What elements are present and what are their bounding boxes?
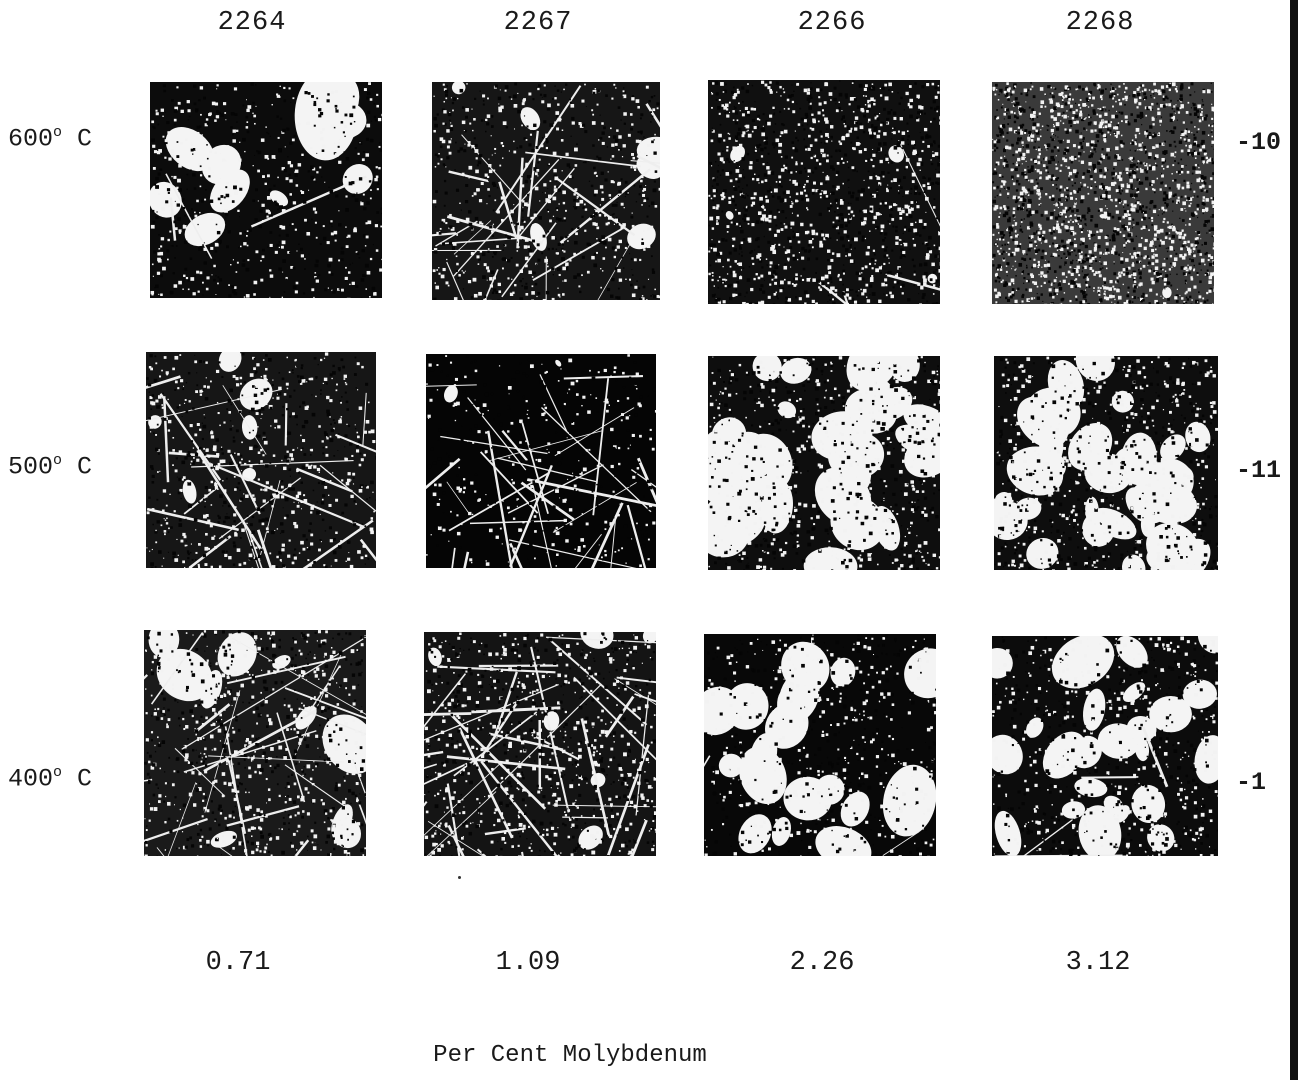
row-label-400: 400o C bbox=[8, 764, 92, 793]
row-temp-value: 600 bbox=[8, 124, 54, 154]
mo-value-2264: 0.71 bbox=[205, 948, 271, 978]
micrograph-texture bbox=[150, 82, 382, 298]
micrograph-texture bbox=[992, 636, 1218, 856]
row-temp-value: 400 bbox=[8, 764, 54, 794]
side-mark-row-1: -10 bbox=[1236, 128, 1282, 157]
degree-symbol: o bbox=[53, 124, 63, 141]
mo-value-2266: 2.26 bbox=[789, 948, 855, 978]
mo-value-2267: 1.09 bbox=[495, 948, 561, 978]
column-header-2267: 2267 bbox=[503, 8, 573, 38]
micrograph bbox=[992, 82, 1214, 304]
row-temp-unit: C bbox=[77, 764, 93, 794]
column-header-2268: 2268 bbox=[1065, 8, 1135, 38]
micrograph-texture bbox=[432, 82, 660, 300]
micrograph-texture bbox=[146, 352, 376, 568]
micrograph-texture bbox=[424, 632, 656, 856]
micrograph bbox=[150, 82, 382, 298]
micrograph-texture bbox=[992, 82, 1214, 304]
micrograph-texture bbox=[708, 356, 940, 570]
micrograph bbox=[144, 630, 366, 856]
micrograph bbox=[994, 356, 1218, 570]
degree-symbol: o bbox=[53, 764, 63, 781]
micrograph bbox=[146, 352, 376, 568]
micrograph-texture bbox=[426, 354, 656, 568]
micrograph bbox=[992, 636, 1218, 856]
micrograph bbox=[432, 82, 660, 300]
micrograph-texture bbox=[144, 630, 366, 856]
side-mark-row-3: -1 bbox=[1236, 768, 1267, 797]
row-temp-value: 500 bbox=[8, 452, 54, 482]
micrograph bbox=[708, 356, 940, 570]
micrograph bbox=[704, 634, 936, 856]
row-temp-unit: C bbox=[77, 452, 93, 482]
row-temp-unit: C bbox=[77, 124, 93, 154]
right-edge-rule bbox=[1290, 0, 1298, 1080]
micrograph-texture bbox=[704, 634, 936, 856]
micrograph bbox=[424, 632, 656, 856]
row-label-600: 600o C bbox=[8, 124, 92, 153]
column-header-2266: 2266 bbox=[797, 8, 867, 38]
figure-caption: Per Cent Molybdenum bbox=[433, 1042, 707, 1069]
mo-value-2268: 3.12 bbox=[1065, 948, 1131, 978]
degree-symbol: o bbox=[53, 452, 63, 469]
micrograph bbox=[708, 80, 940, 304]
side-mark-row-2: -11 bbox=[1236, 456, 1282, 485]
micrograph-texture bbox=[994, 356, 1218, 570]
row-label-500: 500o C bbox=[8, 452, 92, 481]
stray-mark bbox=[458, 876, 461, 879]
micrograph bbox=[426, 354, 656, 568]
column-header-2264: 2264 bbox=[217, 8, 287, 38]
micrograph-texture bbox=[708, 80, 940, 304]
